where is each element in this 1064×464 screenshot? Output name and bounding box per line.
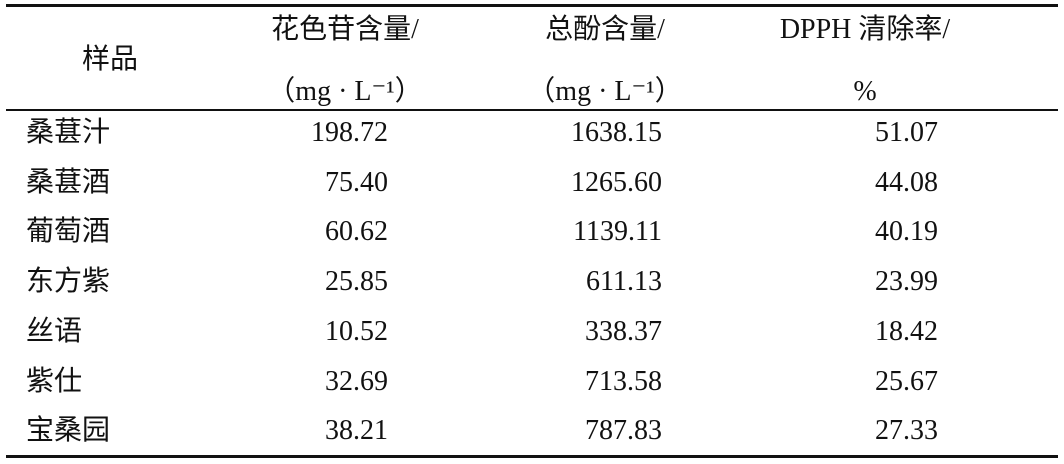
header-cell: %: [853, 76, 877, 107]
header-rule: [6, 109, 1058, 111]
sample-name: 丝语: [26, 315, 83, 347]
value-cell: 25.85: [325, 266, 388, 298]
top-rule: [6, 4, 1058, 7]
value-cell: 1638.15: [571, 117, 662, 148]
value-cell: 10.52: [325, 315, 388, 347]
value-cell: 198.72: [311, 117, 388, 148]
header-cell: 总酚含量/: [545, 14, 665, 45]
value-cell: 60.62: [325, 216, 388, 248]
sample-name: 东方紫: [26, 266, 111, 298]
sample-name: 桑葚酒: [26, 166, 111, 198]
value-cell: 38.21: [325, 415, 388, 447]
header-cell: DPPH 清除率/: [779, 14, 951, 45]
sample-name: 桑葚汁: [26, 117, 111, 148]
value-cell: 25.67: [875, 365, 938, 397]
value-cell: 1265.60: [571, 166, 662, 198]
value-cell: 338.37: [585, 315, 662, 347]
value-cell: 51.07: [875, 117, 938, 148]
value-cell: 23.99: [875, 266, 938, 298]
value-cell: 44.08: [875, 166, 938, 198]
header-cell: 花色苷含量/: [271, 14, 419, 45]
value-cell: 611.13: [586, 266, 662, 298]
sample-name: 宝桑园: [26, 415, 111, 447]
value-cell: 27.33: [875, 415, 938, 447]
value-cell: 713.58: [585, 365, 662, 397]
value-cell: 40.19: [875, 216, 938, 248]
value-cell: 75.40: [325, 166, 388, 198]
bottom-rule: [6, 455, 1058, 458]
sample-name: 紫仕: [26, 365, 83, 397]
value-cell: 18.42: [875, 315, 938, 347]
value-cell: 32.69: [325, 365, 388, 397]
header-cell: （mg · L⁻¹）: [267, 76, 423, 107]
value-cell: 787.83: [585, 415, 662, 447]
sample-name: 葡萄酒: [26, 216, 111, 248]
value-cell: 1139.11: [573, 216, 662, 248]
header-cell: （mg · L⁻¹）: [527, 76, 683, 107]
header-cell: 样品: [81, 44, 139, 75]
